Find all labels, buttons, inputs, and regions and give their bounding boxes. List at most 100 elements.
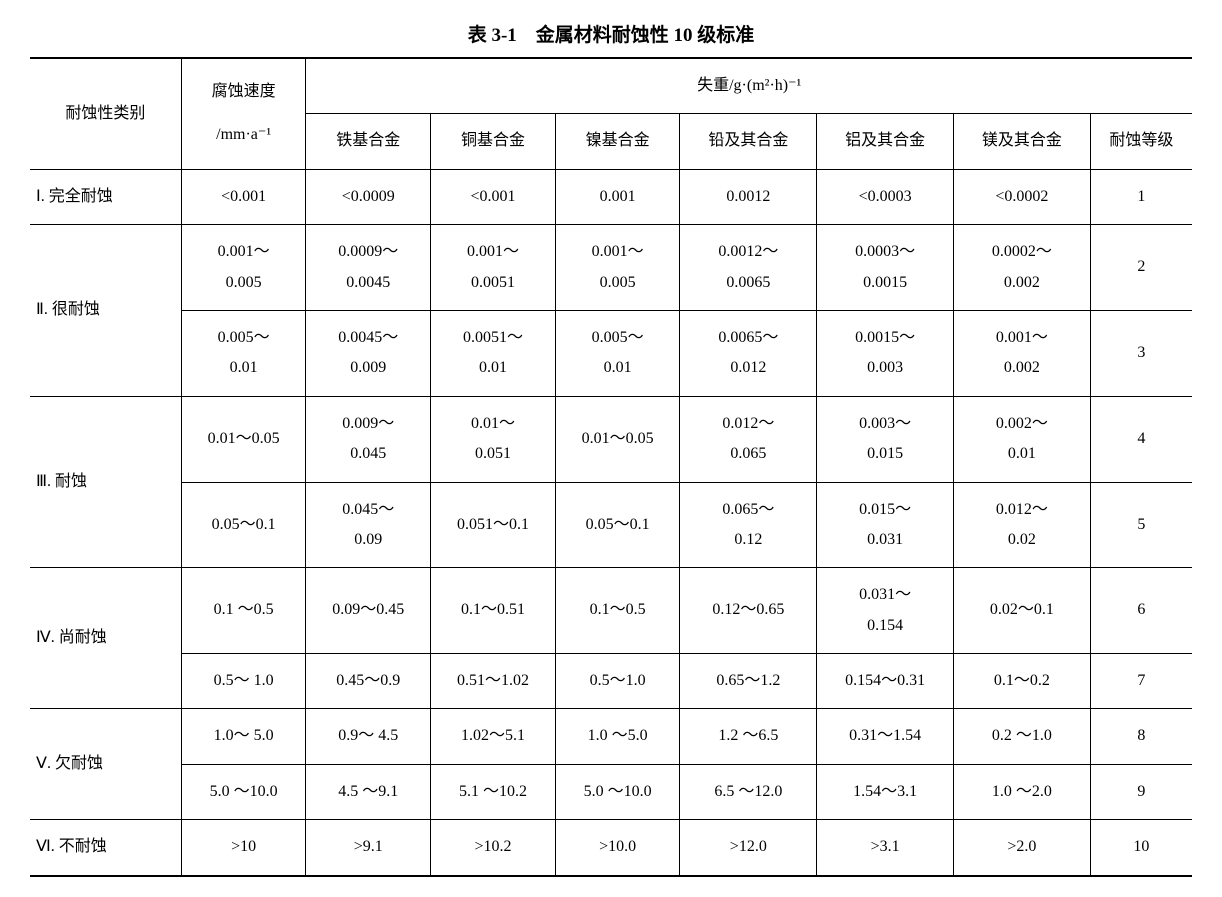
cell-value: >3.1: [817, 820, 953, 874]
cell-value: 0.002～0.01: [954, 397, 1090, 482]
category-cell: Ⅳ. 尚耐蚀: [30, 568, 181, 709]
cell-value: 0.01～0.05: [556, 412, 680, 466]
table-row: Ⅰ. 完全耐蚀 <0.001 <0.0009 <0.001 0.001 0.00…: [30, 169, 1192, 224]
table-row: Ⅱ. 很耐蚀 0.001～0.005 0.0009～0.0045 0.001～0…: [30, 225, 1192, 311]
cell-value: 0.009～0.045: [306, 397, 430, 482]
cell-value: 0.001: [556, 170, 680, 224]
cell-value: 4: [1091, 412, 1192, 466]
cell-value: 0.31～1.54: [817, 709, 953, 763]
header-col-cu: 铜基合金: [431, 114, 556, 169]
category-cell: Ⅴ. 欠耐蚀: [30, 709, 181, 820]
cell-value: <0.0003: [817, 170, 953, 224]
cell-value: 0.001～0.005: [556, 225, 680, 310]
cell-value: >9.1: [306, 820, 430, 874]
table-row: Ⅳ. 尚耐蚀 0.1 ～0.5 0.09～0.45 0.1～0.51 0.1～0…: [30, 568, 1192, 654]
cell-value: 0.0065～0.012: [680, 311, 816, 396]
table-row: 5.0 ～10.0 4.5 ～9.1 5.1 ～10.2 5.0 ～10.0 6…: [30, 764, 1192, 819]
cell-value: 0.05～0.1: [556, 498, 680, 552]
cell-value: >12.0: [680, 820, 816, 874]
table-row: 0.005～0.01 0.0045～0.009 0.0051～0.01 0.00…: [30, 310, 1192, 396]
cell-value: 2: [1091, 240, 1192, 294]
category-cell: Ⅲ. 耐蚀: [30, 396, 181, 568]
header-rate-line2: /mm·a⁻¹: [181, 114, 306, 169]
table-row: Ⅲ. 耐蚀 0.01～0.05 0.009～0.045 0.01～0.051 0…: [30, 396, 1192, 482]
cell-value: 0.0003～0.0015: [817, 225, 953, 310]
cell-value: 0.45～0.9: [306, 654, 430, 708]
cell-value: 0.0002～0.002: [954, 225, 1090, 310]
cell-value: 0.1 ～0.5: [182, 583, 306, 637]
cell-value: 0.2 ～1.0: [954, 709, 1090, 763]
cell-value: 0.0051～0.01: [431, 311, 555, 396]
cell-value: 1.0 ～2.0: [954, 765, 1090, 819]
cell-value: 1.2 ～6.5: [680, 709, 816, 763]
cell-value: >2.0: [954, 820, 1090, 874]
cell-value: 1.54～3.1: [817, 765, 953, 819]
cell-value: 0.051～0.1: [431, 498, 555, 552]
cell-value: 1.0 ～5.0: [556, 709, 680, 763]
header-weightloss: 失重/g·(m²·h)⁻¹: [306, 58, 1192, 114]
cell-value: 0.01～0.05: [182, 412, 306, 466]
cell-value: 0.012～0.065: [680, 397, 816, 482]
cell-value: 0.0009～0.0045: [306, 225, 430, 310]
cell-value: 0.5～1.0: [556, 654, 680, 708]
header-col-grade: 耐蚀等级: [1090, 114, 1192, 169]
cell-value: 0.154～0.31: [817, 654, 953, 708]
table-caption: 表 3-1 金属材料耐蚀性 10 级标准: [30, 20, 1192, 47]
cell-value: 5.0 ～10.0: [556, 765, 680, 819]
header-col-fe: 铁基合金: [306, 114, 431, 169]
cell-value: 0.1～0.5: [556, 583, 680, 637]
category-cell: Ⅵ. 不耐蚀: [30, 820, 181, 876]
cell-value: 0.0012～0.0065: [680, 225, 816, 310]
cell-value: <0.0009: [306, 170, 430, 224]
cell-value: 0.0012: [680, 170, 816, 224]
cell-value: 5.1 ～10.2: [431, 765, 555, 819]
cell-value: 0.0015～0.003: [817, 311, 953, 396]
table-row: 0.05～0.1 0.045～0.09 0.051～0.1 0.05～0.1 0…: [30, 482, 1192, 568]
cell-value: 0.01～0.051: [431, 397, 555, 482]
cell-value: 0.05～0.1: [182, 498, 306, 552]
header-col-al: 铝及其合金: [817, 114, 954, 169]
cell-value: >10: [182, 820, 306, 874]
cell-value: 0.001～0.0051: [431, 225, 555, 310]
cell-value: 0.001～0.002: [954, 311, 1090, 396]
table-row: 0.5～ 1.0 0.45～0.9 0.51～1.02 0.5～1.0 0.65…: [30, 654, 1192, 709]
cell-value: <0.0002: [954, 170, 1090, 224]
header-col-mg: 镁及其合金: [953, 114, 1090, 169]
cell-value: 0.1～0.51: [431, 583, 555, 637]
category-cell: Ⅰ. 完全耐蚀: [30, 169, 181, 224]
cell-value: 1.02～5.1: [431, 709, 555, 763]
cell-value: 0.003～0.015: [817, 397, 953, 482]
cell-value: <0.001: [182, 170, 306, 224]
cell-value: <0.001: [431, 170, 555, 224]
cell-value: 0.012～0.02: [954, 483, 1090, 568]
cell-value: 5: [1091, 498, 1192, 552]
cell-value: 4.5 ～9.1: [306, 765, 430, 819]
cell-value: 8: [1091, 709, 1192, 763]
corrosion-standard-table: 耐蚀性类别 腐蚀速度 失重/g·(m²·h)⁻¹ /mm·a⁻¹ 铁基合金 铜基…: [30, 57, 1192, 877]
cell-value: 0.9～ 4.5: [306, 709, 430, 763]
cell-value: 0.09～0.45: [306, 583, 430, 637]
cell-value: 0.0045～0.009: [306, 311, 430, 396]
cell-value: 0.031～0.154: [817, 568, 953, 653]
header-col-pb: 铅及其合金: [680, 114, 817, 169]
cell-value: 0.65～1.2: [680, 654, 816, 708]
cell-value: 0.005～0.01: [556, 311, 680, 396]
cell-value: >10.0: [556, 820, 680, 874]
cell-value: 0.045～0.09: [306, 483, 430, 568]
table-row: Ⅴ. 欠耐蚀 1.0～ 5.0 0.9～ 4.5 1.02～5.1 1.0 ～5…: [30, 709, 1192, 764]
category-cell: Ⅱ. 很耐蚀: [30, 225, 181, 397]
cell-value: 0.51～1.02: [431, 654, 555, 708]
header-category: 耐蚀性类别: [30, 58, 181, 169]
header-rate-line1: 腐蚀速度: [181, 58, 306, 114]
cell-value: 0.005～0.01: [182, 311, 306, 396]
cell-value: 5.0 ～10.0: [182, 765, 306, 819]
header-col-ni: 镍基合金: [555, 114, 680, 169]
cell-value: 0.12～0.65: [680, 583, 816, 637]
cell-value: 6.5 ～12.0: [680, 765, 816, 819]
cell-value: 10: [1091, 820, 1192, 874]
table-row: Ⅵ. 不耐蚀 >10 >9.1 >10.2 >10.0 >12.0 >3.1 >…: [30, 820, 1192, 876]
cell-value: 0.5～ 1.0: [182, 654, 306, 708]
cell-value: 0.1～0.2: [954, 654, 1090, 708]
cell-value: >10.2: [431, 820, 555, 874]
cell-value: 9: [1091, 765, 1192, 819]
